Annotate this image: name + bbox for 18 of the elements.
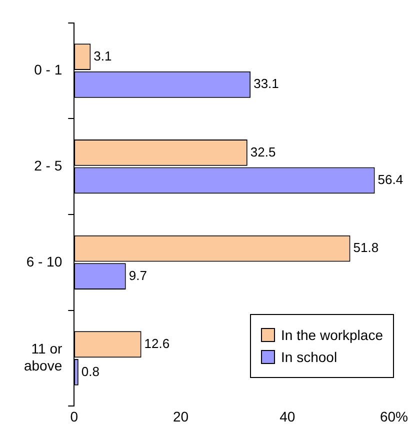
data-label: 3.1	[94, 48, 112, 64]
data-label: 32.5	[250, 144, 276, 160]
y-tick-label: 6 - 10	[26, 253, 62, 270]
data-label: 51.8	[353, 240, 379, 256]
y-tick-label: 2 - 5	[34, 157, 62, 174]
y-tick-label: 0 - 1	[34, 62, 62, 78]
x-tick-label: 20	[172, 408, 189, 424]
data-label: 33.1	[254, 76, 279, 92]
x-tick-label: 40	[280, 408, 296, 424]
data-label: 0.8	[81, 364, 100, 379]
y-tick-label: 11 or above	[24, 340, 62, 374]
x-tick-label: 60%	[380, 408, 408, 424]
data-label: 9.7	[128, 268, 147, 283]
x-tick-label: 0	[70, 408, 78, 424]
legend-label: In school	[281, 349, 338, 366]
data-label: 56.4	[378, 172, 404, 188]
data-label: 12.6	[144, 336, 170, 351]
legend-label: In the workplace	[281, 327, 383, 344]
